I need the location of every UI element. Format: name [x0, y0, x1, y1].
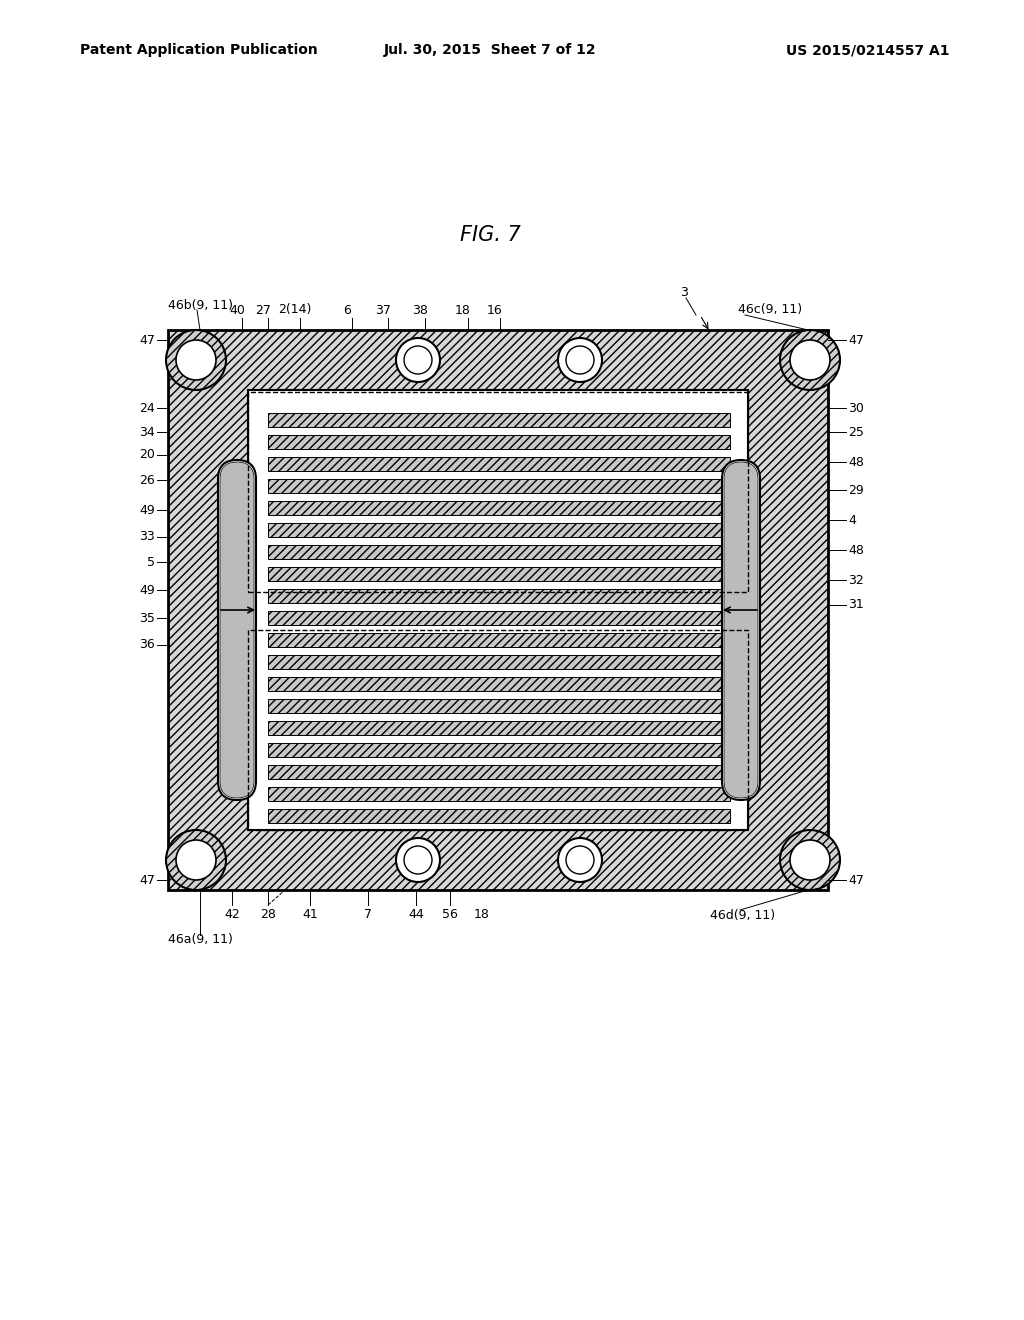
Text: 18: 18 [474, 908, 489, 921]
FancyBboxPatch shape [220, 462, 254, 799]
Text: 48: 48 [848, 544, 864, 557]
Text: 47: 47 [139, 874, 155, 887]
Text: 46d(9, 11): 46d(9, 11) [710, 908, 775, 921]
FancyBboxPatch shape [218, 459, 256, 800]
Bar [268, 589, 730, 603]
Circle shape [790, 840, 830, 880]
Text: Jul. 30, 2015  Sheet 7 of 12: Jul. 30, 2015 Sheet 7 of 12 [384, 44, 596, 57]
Text: Patent Application Publication: Patent Application Publication [80, 44, 317, 57]
Text: 30: 30 [848, 401, 864, 414]
Text: US 2015/0214557 A1: US 2015/0214557 A1 [786, 44, 950, 57]
Circle shape [558, 838, 602, 882]
Text: 46a(9, 11): 46a(9, 11) [168, 933, 232, 946]
Text: 27: 27 [255, 304, 271, 317]
Circle shape [166, 830, 226, 890]
Bar [268, 611, 730, 624]
Bar [248, 392, 748, 591]
Bar [268, 523, 730, 537]
Text: 18: 18 [455, 304, 471, 317]
Text: 33: 33 [139, 531, 155, 544]
Circle shape [558, 338, 602, 381]
Text: 47: 47 [848, 334, 864, 346]
Bar [268, 502, 730, 515]
Text: 36: 36 [139, 639, 155, 652]
Bar [268, 479, 730, 492]
Bar [268, 545, 730, 558]
Text: 25: 25 [848, 425, 864, 438]
Text: 42: 42 [224, 908, 240, 921]
Text: 5: 5 [147, 556, 155, 569]
Circle shape [176, 341, 216, 380]
Circle shape [166, 330, 226, 389]
Text: 47: 47 [139, 334, 155, 346]
Text: 41: 41 [302, 908, 317, 921]
Text: 46b(9, 11): 46b(9, 11) [168, 298, 233, 312]
Bar [268, 700, 730, 713]
FancyBboxPatch shape [722, 459, 760, 800]
Text: 32: 32 [848, 573, 864, 586]
Text: 31: 31 [848, 598, 864, 611]
Bar [268, 413, 730, 426]
Bar [268, 721, 730, 735]
Text: 6: 6 [343, 304, 351, 317]
Bar [268, 436, 730, 449]
Circle shape [780, 830, 840, 890]
Text: 56: 56 [442, 908, 458, 921]
Bar [268, 787, 730, 801]
Circle shape [790, 341, 830, 380]
Text: 4: 4 [848, 513, 856, 527]
Bar [268, 766, 730, 779]
Text: FIG. 7: FIG. 7 [460, 224, 520, 246]
Text: 47: 47 [848, 874, 864, 887]
Circle shape [566, 846, 594, 874]
Text: 34: 34 [139, 425, 155, 438]
Text: 7: 7 [364, 908, 372, 921]
Text: 20: 20 [139, 449, 155, 462]
Text: 48: 48 [848, 455, 864, 469]
FancyBboxPatch shape [724, 462, 758, 799]
Text: 26: 26 [139, 474, 155, 487]
Bar [168, 330, 828, 890]
Text: 24: 24 [139, 401, 155, 414]
Text: 49: 49 [139, 583, 155, 597]
Text: 44: 44 [409, 908, 424, 921]
Text: 35: 35 [139, 611, 155, 624]
Text: 16: 16 [487, 304, 503, 317]
Text: 46c(9, 11): 46c(9, 11) [738, 304, 802, 317]
Bar [268, 568, 730, 581]
Bar [248, 389, 748, 830]
Bar [268, 634, 730, 647]
Text: 40: 40 [229, 304, 245, 317]
Text: 38: 38 [412, 304, 428, 317]
Bar [268, 743, 730, 756]
Text: 28: 28 [260, 908, 275, 921]
Circle shape [396, 338, 440, 381]
Text: 2(14): 2(14) [279, 304, 311, 317]
Bar [268, 677, 730, 690]
Text: 49: 49 [139, 503, 155, 516]
Text: 37: 37 [375, 304, 391, 317]
Circle shape [176, 840, 216, 880]
Circle shape [404, 346, 432, 374]
Text: 3: 3 [680, 285, 688, 298]
Circle shape [566, 346, 594, 374]
Circle shape [396, 838, 440, 882]
Bar [248, 630, 748, 830]
Bar [268, 655, 730, 669]
Bar [268, 457, 730, 471]
Circle shape [404, 846, 432, 874]
Bar [268, 809, 730, 822]
Circle shape [780, 330, 840, 389]
Text: 29: 29 [848, 483, 864, 496]
